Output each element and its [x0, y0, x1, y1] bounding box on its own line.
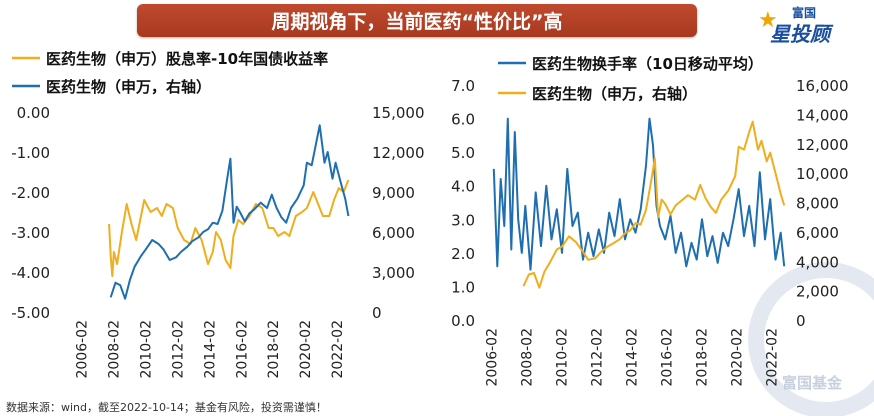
left-axis-tick-label: -4.00	[11, 264, 50, 282]
right-axis-tick-label: 0	[796, 312, 806, 330]
series-line	[109, 124, 350, 300]
series-line	[108, 179, 350, 277]
left-axis-tick-label: -1.00	[11, 144, 50, 162]
x-axis-tick-label: 2012-02	[590, 328, 606, 387]
left-axis-tick-label: 0.00	[17, 104, 50, 122]
left-axis-tick-label: -5.00	[11, 304, 50, 322]
right-axis-tick-label: 15,000	[372, 104, 425, 122]
left-axis-tick-label: 2.0	[451, 245, 475, 263]
right-axis-tick-label: 8,000	[796, 195, 839, 213]
legend-label: 医药生物（申万，右轴）	[46, 78, 211, 96]
left-axis-tick-label: 5.0	[451, 144, 475, 162]
x-axis-tick-label: 2020-02	[730, 328, 746, 387]
logo-top-text: 富国	[792, 6, 817, 20]
series-line	[522, 120, 786, 289]
left-axis-tick-label: 0.0	[451, 312, 475, 330]
right-axis-tick-label: 0	[372, 304, 382, 322]
x-axis-tick-label: 2016-02	[660, 328, 676, 387]
x-axis-tick-label: 2020-02	[298, 320, 314, 379]
x-axis-tick-label: 2010-02	[139, 320, 155, 379]
right-axis-tick-label: 4,000	[796, 253, 839, 271]
x-axis-tick-label: 2022-02	[330, 320, 346, 379]
brand-logo: ★ 富国 星投顾	[756, 2, 874, 46]
x-axis-tick-label: 2012-02	[170, 320, 186, 379]
left-axis-tick-label: 4.0	[451, 178, 475, 196]
x-axis-tick-label: 2014-02	[202, 320, 218, 379]
right-axis-tick-label: 12,000	[372, 144, 425, 162]
x-axis-tick-label: 2010-02	[555, 328, 571, 387]
legend-label: 医药生物（申万，右轴）	[532, 85, 697, 103]
left-axis-tick-label: 1.0	[451, 278, 475, 296]
x-axis-tick-label: 2018-02	[266, 320, 282, 379]
x-axis-tick-label: 2008-02	[107, 320, 123, 379]
right-axis-tick-label: 12,000	[796, 136, 849, 154]
left-axis-tick-label: -3.00	[11, 224, 50, 242]
left-axis-tick-label: 3.0	[451, 211, 475, 229]
right-axis-tick-label: 6,000	[372, 224, 415, 242]
x-axis-tick-label: 2006-02	[485, 328, 501, 387]
right-axis-tick-label: 16,000	[796, 77, 849, 95]
right-axis-tick-label: 2,000	[796, 283, 839, 301]
legend-label: 医药生物（申万）股息率-10年国债收益率	[46, 50, 328, 68]
left-axis-tick-label: 7.0	[451, 77, 475, 95]
x-axis-tick-label: 2006-02	[75, 320, 91, 379]
right-axis-tick-label: 6,000	[796, 224, 839, 242]
x-axis-tick-label: 2022-02	[765, 328, 781, 387]
left-axis-tick-label: 6.0	[451, 111, 475, 129]
right-axis-tick-label: 3,000	[372, 264, 415, 282]
x-axis-tick-label: 2014-02	[625, 328, 641, 387]
watermark: 富国基金	[782, 374, 843, 392]
page-title: 周期视角下，当前医药“性价比”高	[137, 4, 697, 37]
right-axis-tick-label: 14,000	[796, 106, 849, 124]
right-axis-tick-label: 9,000	[372, 184, 415, 202]
x-axis-tick-label: 2018-02	[695, 328, 711, 387]
x-axis-tick-label: 2016-02	[234, 320, 250, 379]
left-axis-tick-label: -2.00	[11, 184, 50, 202]
legend-label: 医药生物换手率（10日移动平均）	[532, 55, 763, 73]
star-icon: ★	[758, 8, 778, 33]
x-axis-tick-label: 2008-02	[520, 328, 536, 387]
right-axis-tick-label: 10,000	[796, 165, 849, 183]
logo-main-text: 星投顾	[770, 22, 830, 46]
data-source-note: 数据来源：wind，截至2022-10-14；基金有风险，投资需谨慎！	[6, 401, 327, 414]
series-line	[492, 117, 786, 271]
